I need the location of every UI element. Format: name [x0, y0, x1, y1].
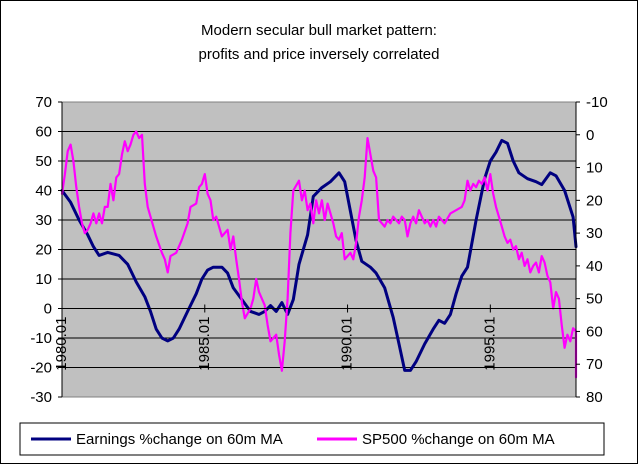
- left-tick-label: -10: [30, 330, 52, 347]
- right-tick-label: 30: [586, 225, 603, 242]
- left-tick-label: 50: [35, 153, 52, 170]
- x-tick-label: 1995.01: [481, 317, 498, 371]
- x-tick-label: 1985.01: [196, 317, 213, 371]
- left-tick-label: 0: [44, 301, 52, 318]
- series-sp500-line: [60, 130, 578, 379]
- left-tick-label: 30: [35, 212, 52, 229]
- right-tick-label: 60: [586, 323, 603, 340]
- chart-title-line-2: profits and price inversely correlated: [199, 46, 440, 63]
- x-tick-label: 1980.01: [53, 317, 70, 371]
- left-tick-label: 70: [35, 94, 52, 111]
- right-tick-label: 20: [586, 192, 603, 209]
- left-tick-label: 60: [35, 124, 52, 141]
- left-tick-label: -20: [30, 360, 52, 377]
- left-tick-label: 40: [35, 183, 52, 200]
- right-tick-label: 80: [586, 389, 603, 406]
- right-tick-label: 50: [586, 291, 603, 308]
- right-tick-label: 70: [586, 356, 603, 373]
- legend-label-earnings: Earnings %change on 60m MA: [76, 431, 283, 448]
- right-tick-label: 40: [586, 258, 603, 275]
- right-tick-label: 0: [586, 127, 594, 144]
- series-layer: [60, 130, 578, 379]
- left-tick-label: -30: [30, 389, 52, 406]
- right-tick-label: -10: [586, 94, 608, 111]
- left-tick-label: 20: [35, 242, 52, 259]
- x-tick-label: 1990.01: [339, 317, 356, 371]
- right-tick-label: 10: [586, 160, 603, 177]
- left-tick-label: 10: [35, 271, 52, 288]
- chart-title-line-1: Modern secular bull market pattern:: [201, 22, 437, 39]
- legend: Earnings %change on 60m MA SP500 %change…: [19, 422, 605, 456]
- legend-label-sp500: SP500 %change on 60m MA: [362, 431, 555, 448]
- axes: -30 -20 -10 0 10 20 30 40 50 60 70 -10 0 10 20 30 40 50 60…: [30, 94, 607, 406]
- series-earnings-line: [60, 138, 578, 372]
- legend-box: [19, 422, 605, 456]
